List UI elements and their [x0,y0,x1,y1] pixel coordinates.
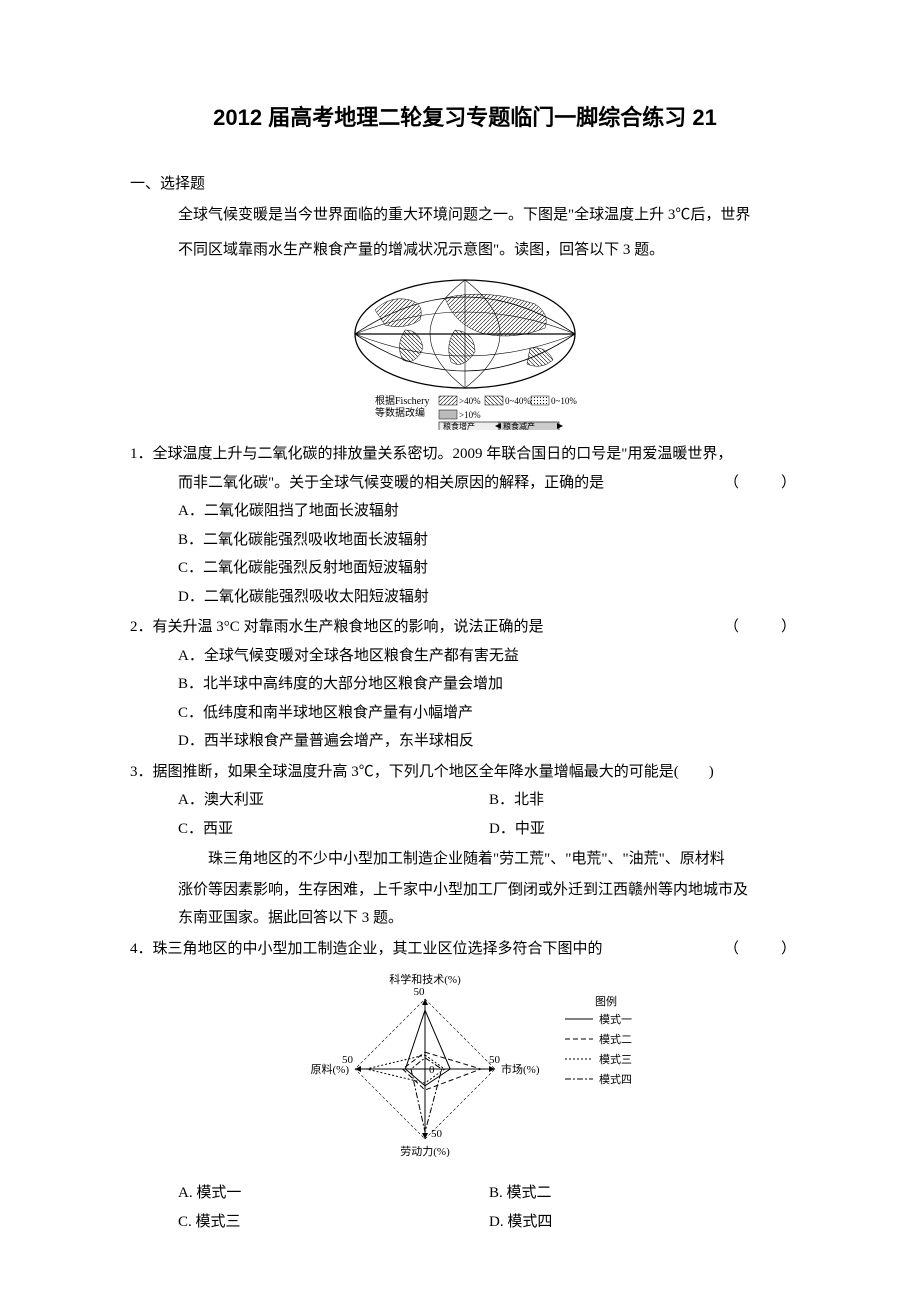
svg-text:0: 0 [429,1064,435,1076]
question-4: 4．珠三角地区的中小型加工制造企业，其工业区位选择多符合下图中的 （ ） [130,935,800,964]
svg-text:50: 50 [489,1054,501,1066]
figure-1-world-map: 根据Fischery 等数据改编 >40% 0~40% 0~10% >10% 粮… [130,270,800,430]
passage-1-line-1: 全球气候变暖是当今世界面临的重大环境问题之一。下图是"全球温度上升 3℃后，世界 [178,201,800,230]
q1-opt-c: C．二氧化碳能强烈反射地面短波辐射 [178,554,800,583]
svg-text:50: 50 [431,1128,443,1140]
q2-paren: （ ） [724,613,800,642]
q1-opt-b: B．二氧化碳能强烈吸收地面长波辐射 [178,526,800,555]
q2-stem: 有关升温 3°C 对靠雨水生产粮食地区的影响，说法正确的是 [153,619,544,635]
fig1-legend-3: >10% [459,410,481,420]
q3-opt-b: B．北非 [489,786,800,815]
svg-text:图例: 图例 [595,994,617,1008]
fig1-legend-1: 0~40% [505,396,531,406]
svg-text:模式三: 模式三 [599,1053,632,1066]
passage-1-line-2: 不同区域靠雨水生产粮食产量的增减状况示意图"。读图，回答以下 3 题。 [178,236,800,265]
section-heading: 一、选择题 [130,172,800,193]
svg-text:模式四: 模式四 [599,1073,632,1086]
fig1-axis-right: 粮食减产 [503,421,535,430]
question-2: 2．有关升温 3°C 对靠雨水生产粮食地区的影响，说法正确的是 （ ） A．全球… [130,613,800,756]
q2-opt-c: C．低纬度和南半球地区粮食产量有小幅增产 [178,699,800,728]
question-1: 1．全球温度上升与二氧化碳的排放量关系密切。2009 年联合国日的口号是"用爱温… [130,440,800,611]
q2-opt-b: B．北半球中高纬度的大部分地区粮食产量会增加 [178,670,800,699]
q4-opt-b: B. 模式二 [489,1179,800,1208]
passage-2-line-1: 珠三角地区的不少中小型加工制造企业随着"劳工荒"、"电荒"、"油荒"、原材料 [178,845,800,874]
passage-2-line-3: 东南亚国家。据此回答以下 3 题。 [130,904,800,933]
q1-opt-d: D．二氧化碳能强烈吸收太阳短波辐射 [178,583,800,612]
q4-opt-a: A. 模式一 [178,1179,489,1208]
svg-text:模式一: 模式一 [599,1013,632,1026]
question-3: 3．据图推断，如果全球温度升高 3℃，下列几个地区全年降水量增幅最大的可能是( … [130,758,800,844]
q4-paren: （ ） [724,935,800,964]
q2-opt-a: A．全球气候变暖对全球各地区粮食生产都有害无益 [178,642,800,671]
q3-opt-c: C．西亚 [178,815,489,844]
fig1-legend-0: >40% [459,396,481,406]
q4-opt-c: C. 模式三 [178,1208,489,1237]
svg-text:市场(%): 市场(%) [501,1062,540,1076]
q4-num: 4． [130,941,153,957]
svg-text:50: 50 [414,986,426,998]
q4-opt-d: D. 模式四 [489,1208,800,1237]
passage-2-line-2: 涨价等因素影响，生存困难，上千家中小型加工厂倒闭或外迁到江西赣州等内地城市及 [130,876,800,905]
q3-stem: 据图推断，如果全球温度升高 3℃，下列几个地区全年降水量增幅最大的可能是( ) [153,764,714,780]
svg-text:模式二: 模式二 [599,1033,632,1046]
q3-num: 3． [130,764,153,780]
q1-line1: 全球温度上升与二氧化碳的排放量关系密切。2009 年联合国日的口号是"用爱温暖世… [153,446,733,462]
figure-2-radar: 050505050科学和技术(%)市场(%)劳动力(%)原料(%)图例模式一模式… [130,969,800,1169]
page-title: 2012 届高考地理二轮复习专题临门一脚综合练习 21 [130,100,800,132]
q3-opt-d: D．中亚 [489,815,800,844]
fig1-axis-left: 粮食增产 [443,421,475,430]
q3-opt-a: A．澳大利亚 [178,786,489,815]
q2-opt-d: D．西半球粮食产量普遍会增产，东半球相反 [178,727,800,756]
svg-text:原料(%): 原料(%) [311,1062,350,1076]
q1-line2: 而非二氧化碳"。关于全球气候变暖的相关原因的解释，正确的是 [178,475,604,491]
q4-stem: 珠三角地区的中小型加工制造企业，其工业区位选择多符合下图中的 [153,941,603,957]
fig1-sub-label: 等数据改编 [375,406,425,419]
svg-text:劳动力(%): 劳动力(%) [400,1145,450,1158]
q1-paren: （ ） [724,469,800,498]
fig1-legend-2: 0~10% [551,396,577,406]
fig1-src-label: 根据Fischery [375,394,429,407]
svg-text:科学和技术(%): 科学和技术(%) [389,972,461,986]
q1-num: 1． [130,446,153,462]
q2-num: 2． [130,619,153,635]
q1-opt-a: A．二氧化碳阻挡了地面长波辐射 [178,497,800,526]
